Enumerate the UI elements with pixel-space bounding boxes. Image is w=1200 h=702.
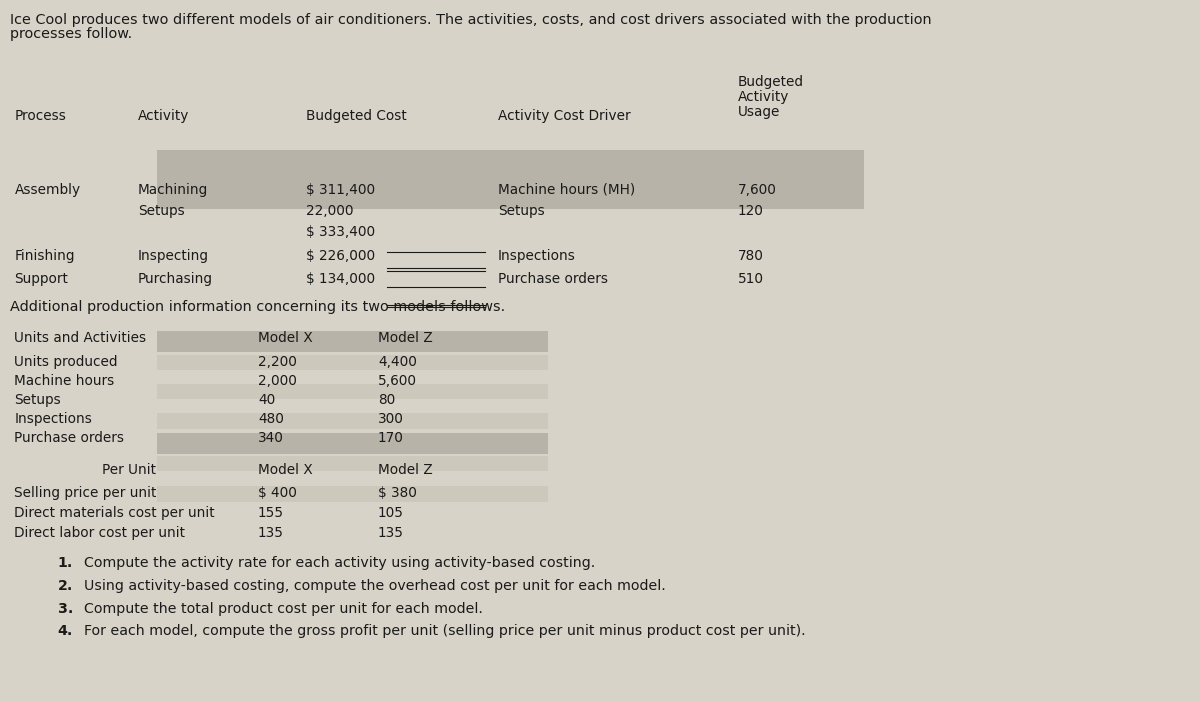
Text: Direct labor cost per unit: Direct labor cost per unit — [14, 526, 186, 540]
Text: 4.: 4. — [58, 624, 73, 638]
Text: Using activity-based costing, compute the overhead cost per unit for each model.: Using activity-based costing, compute th… — [84, 579, 666, 593]
Text: Budgeted: Budgeted — [738, 75, 804, 89]
Text: 135: 135 — [258, 526, 284, 540]
FancyBboxPatch shape — [157, 384, 548, 399]
Text: Inspecting: Inspecting — [138, 249, 209, 263]
Text: 5,600: 5,600 — [378, 374, 418, 388]
Text: Activity Cost Driver: Activity Cost Driver — [498, 109, 631, 123]
Text: 135: 135 — [378, 526, 404, 540]
Text: 7,600: 7,600 — [738, 183, 776, 197]
FancyBboxPatch shape — [157, 413, 548, 428]
Text: $ 400: $ 400 — [258, 486, 296, 501]
Text: 3.: 3. — [58, 602, 73, 616]
Text: Additional production information concerning its two models follows.: Additional production information concer… — [10, 300, 505, 314]
Text: Activity: Activity — [138, 109, 190, 123]
Text: Setups: Setups — [14, 393, 61, 407]
Text: Machine hours (MH): Machine hours (MH) — [498, 183, 635, 197]
FancyBboxPatch shape — [157, 456, 548, 471]
Text: Setups: Setups — [138, 204, 185, 218]
Text: 2,200: 2,200 — [258, 355, 296, 369]
Text: 780: 780 — [738, 249, 764, 263]
Text: 40: 40 — [258, 393, 275, 407]
Text: Assembly: Assembly — [14, 183, 80, 197]
Text: Purchase orders: Purchase orders — [498, 272, 608, 286]
Text: 480: 480 — [258, 412, 284, 426]
Text: Compute the total product cost per unit for each model.: Compute the total product cost per unit … — [84, 602, 482, 616]
Text: Model Z: Model Z — [378, 463, 433, 477]
FancyBboxPatch shape — [157, 486, 548, 501]
Text: For each model, compute the gross profit per unit (selling price per unit minus : For each model, compute the gross profit… — [84, 624, 805, 638]
Text: Machine hours: Machine hours — [14, 374, 115, 388]
Text: 4,400: 4,400 — [378, 355, 416, 369]
Text: 510: 510 — [738, 272, 764, 286]
Text: Usage: Usage — [738, 105, 780, 119]
FancyBboxPatch shape — [157, 399, 548, 414]
Text: $ 333,400: $ 333,400 — [306, 225, 376, 239]
Text: $ 134,000: $ 134,000 — [306, 272, 376, 286]
Text: Process: Process — [14, 109, 66, 123]
Text: Units produced: Units produced — [14, 355, 118, 369]
Text: 2,000: 2,000 — [258, 374, 296, 388]
FancyBboxPatch shape — [157, 331, 548, 352]
Text: $ 380: $ 380 — [378, 486, 416, 501]
FancyBboxPatch shape — [157, 355, 548, 370]
Text: 170: 170 — [378, 431, 404, 445]
FancyBboxPatch shape — [157, 150, 864, 208]
Text: Inspections: Inspections — [14, 412, 92, 426]
Text: 1.: 1. — [58, 556, 73, 570]
FancyBboxPatch shape — [157, 433, 548, 454]
Text: 120: 120 — [738, 204, 764, 218]
Text: Model Z: Model Z — [378, 331, 433, 345]
Text: Purchasing: Purchasing — [138, 272, 214, 286]
Text: $ 311,400: $ 311,400 — [306, 183, 376, 197]
FancyBboxPatch shape — [157, 370, 548, 385]
Text: Per Unit: Per Unit — [102, 463, 156, 477]
Text: 80: 80 — [378, 393, 395, 407]
FancyBboxPatch shape — [157, 471, 548, 486]
Text: processes follow.: processes follow. — [10, 27, 132, 41]
Text: 300: 300 — [378, 412, 404, 426]
Text: 340: 340 — [258, 431, 284, 445]
Text: 2.: 2. — [58, 579, 73, 593]
Text: Purchase orders: Purchase orders — [14, 431, 125, 445]
Text: 105: 105 — [378, 506, 404, 520]
Text: Model X: Model X — [258, 331, 313, 345]
Text: Finishing: Finishing — [14, 249, 74, 263]
Text: Selling price per unit: Selling price per unit — [14, 486, 157, 501]
Text: Ice Cool produces two different models of air conditioners. The activities, cost: Ice Cool produces two different models o… — [10, 13, 931, 27]
Text: 22,000: 22,000 — [306, 204, 354, 218]
Text: Units and Activities: Units and Activities — [14, 331, 146, 345]
Text: Support: Support — [14, 272, 68, 286]
Text: Activity: Activity — [738, 90, 790, 104]
Text: Model X: Model X — [258, 463, 313, 477]
Text: $ 226,000: $ 226,000 — [306, 249, 376, 263]
Text: Direct materials cost per unit: Direct materials cost per unit — [14, 506, 215, 520]
Text: Setups: Setups — [498, 204, 545, 218]
Text: Compute the activity rate for each activity using activity-based costing.: Compute the activity rate for each activ… — [84, 556, 595, 570]
Text: Machining: Machining — [138, 183, 209, 197]
Text: Budgeted Cost: Budgeted Cost — [306, 109, 407, 123]
Text: 155: 155 — [258, 506, 284, 520]
Text: Inspections: Inspections — [498, 249, 576, 263]
